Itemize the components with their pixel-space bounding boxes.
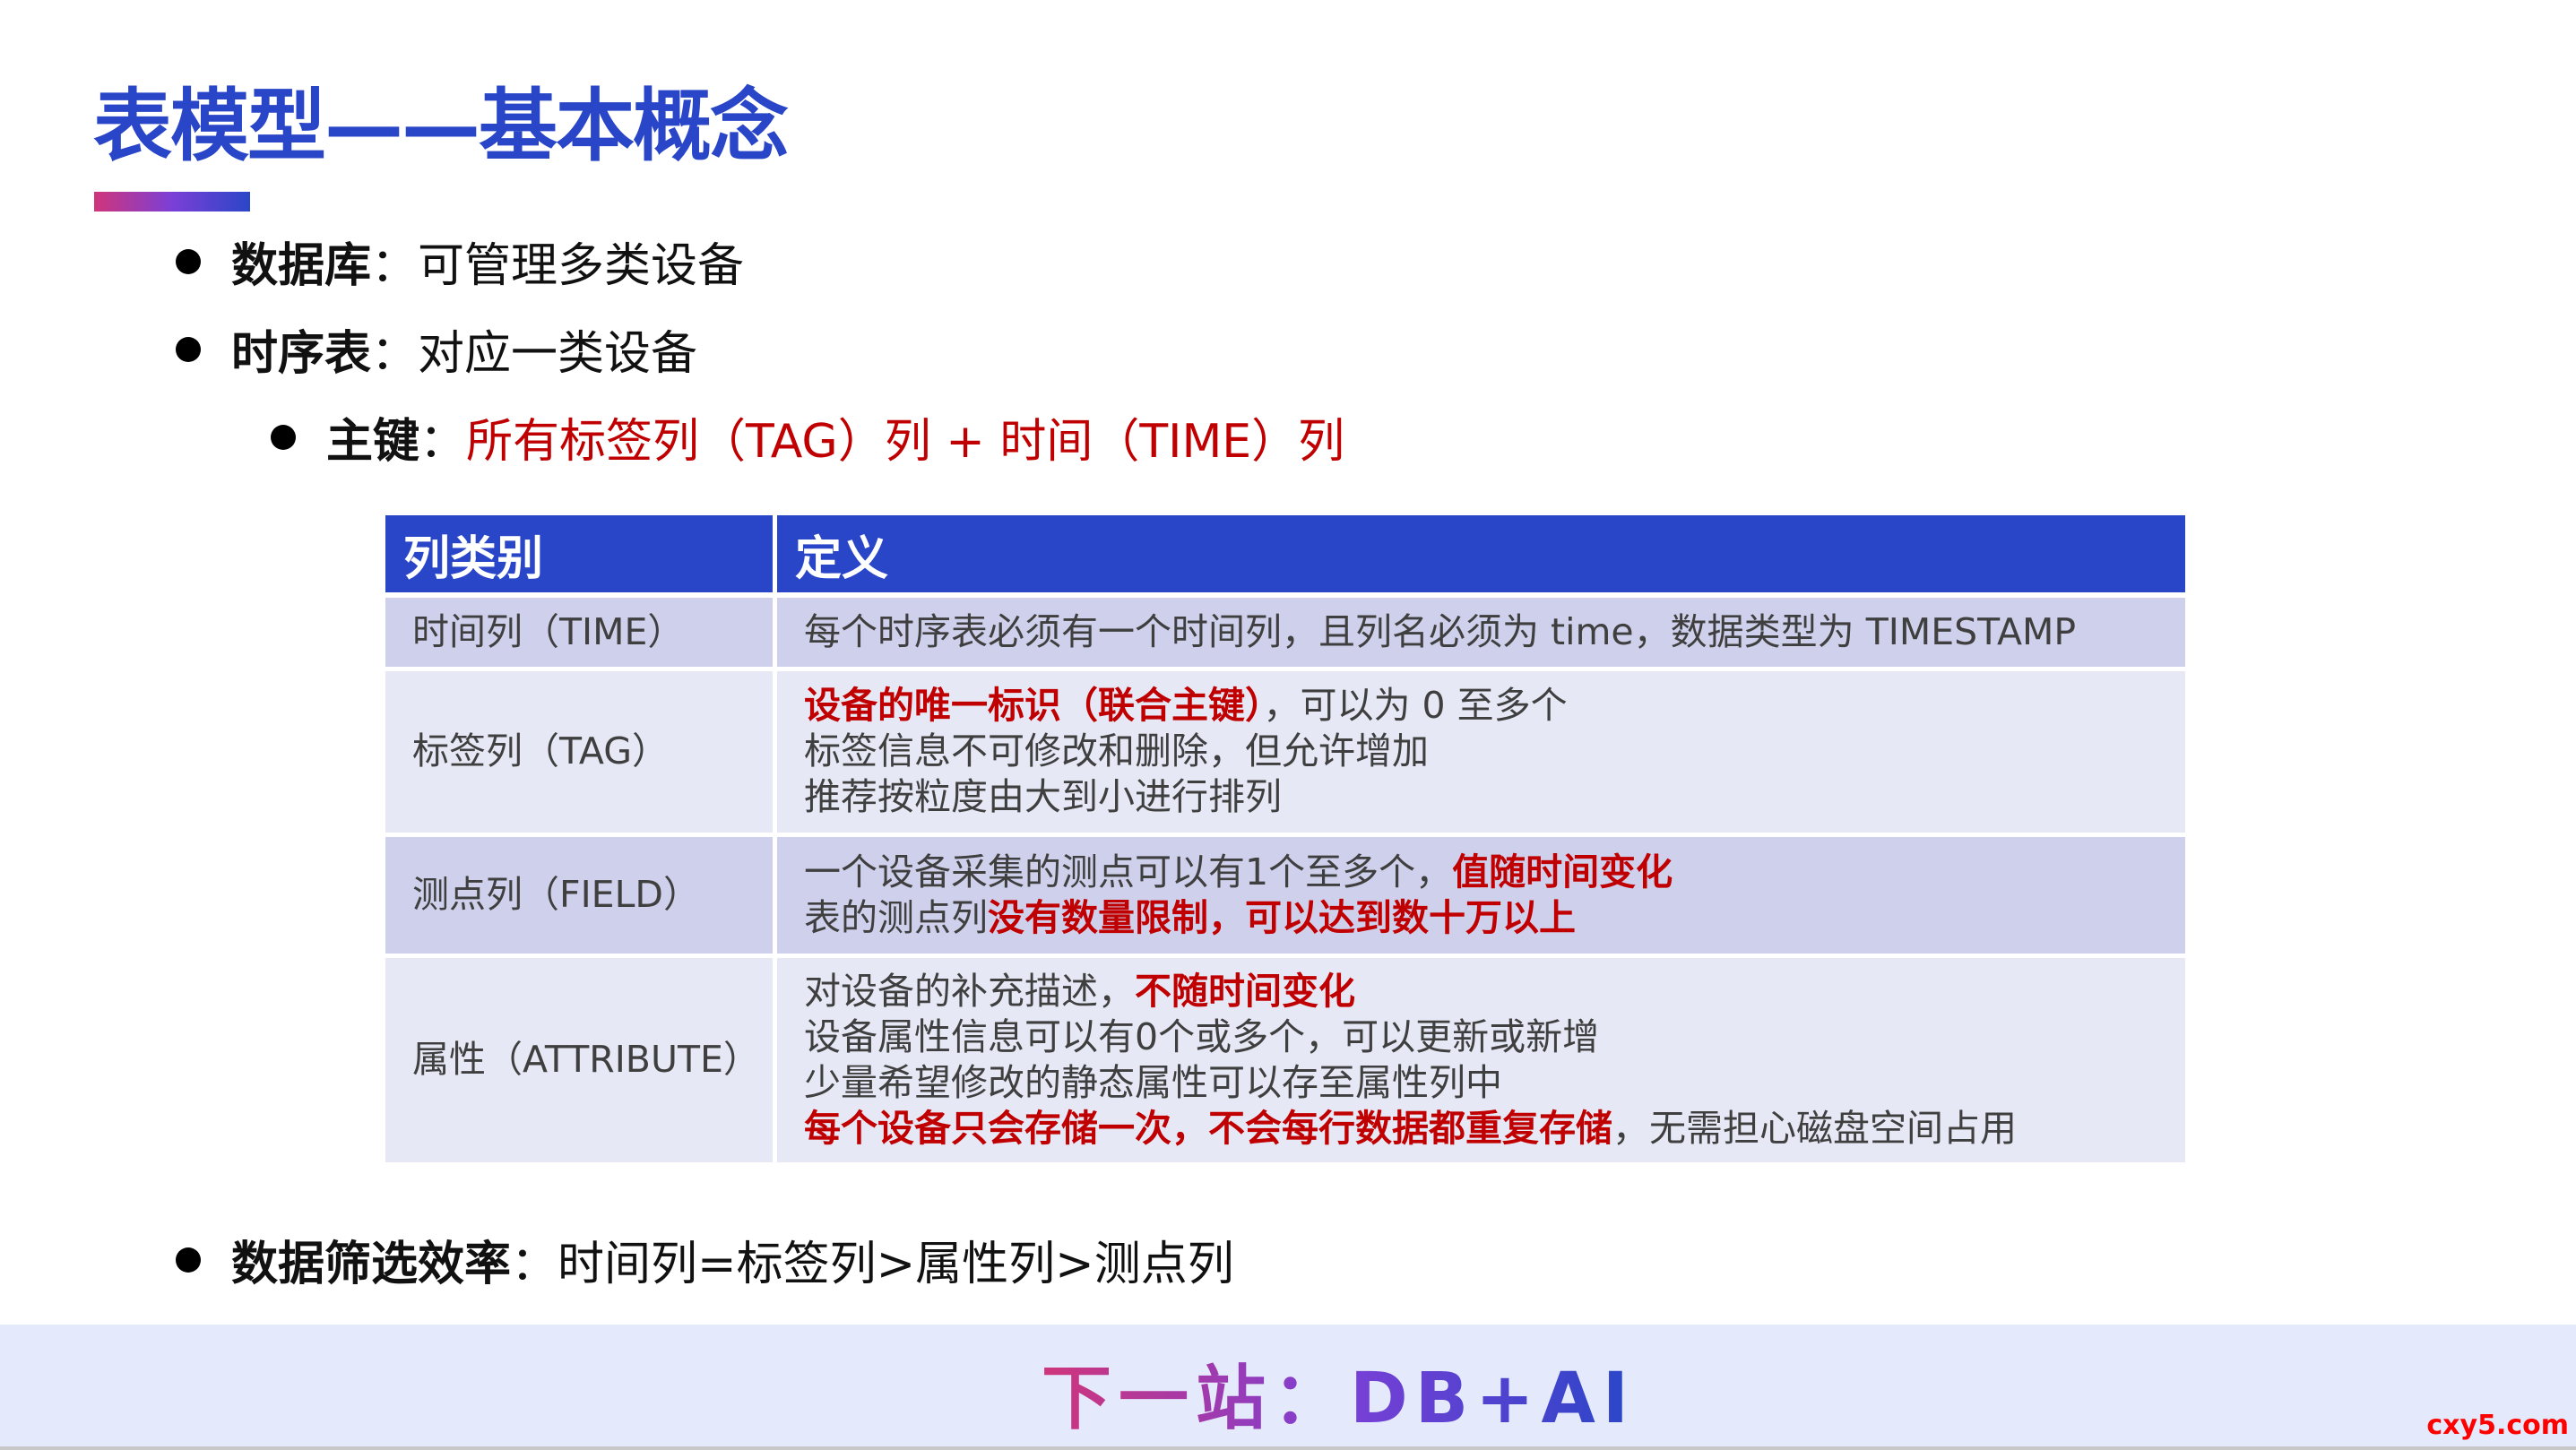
definition-line: 对设备的补充描述，不随时间变化 [804, 969, 2158, 1014]
definition-text: 一个设备采集的测点可以有1个至多个， [804, 850, 1453, 893]
bullet-label: 数据筛选效率 [231, 1238, 512, 1291]
footer-next-stop: 下一站：DB+AI [1042, 1342, 1636, 1443]
definition-line: 推荐按粒度由大到小进行排列 [804, 774, 2158, 820]
cell-category: 属性（ATTRIBUTE） [385, 955, 777, 1167]
definition-line: 一个设备采集的测点可以有1个至多个，值随时间变化 [804, 850, 2158, 895]
cell-definition: 每个时序表必须有一个时间列，且列名必须为 time，数据类型为 TIMESTAM… [774, 595, 2190, 671]
definition-line: 每个时序表必须有一个时间列，且列名必须为 time，数据类型为 TIMESTAM… [804, 609, 2158, 655]
bullet-primary-key: 主键 ： 所有标签列（TAG）列 + 时间（TIME）列 [271, 403, 1344, 470]
bullet-sep: ： [419, 415, 467, 469]
definition-text: ，无需担心磁盘空间占用 [1612, 1106, 2017, 1150]
definition-line: 每个设备只会存储一次，不会每行数据都重复存储，无需担心磁盘空间占用 [804, 1106, 2158, 1152]
definition-line: 设备属性信息可以有0个或多个，可以更新或新增 [804, 1014, 2158, 1060]
watermark: cxy5.com [2426, 1410, 2569, 1441]
emphasis-text: 没有数量限制，可以达到数十万以上 [988, 895, 1576, 939]
bullet-timeseries-table: 时序表 ：对应一类设备 [176, 315, 697, 383]
definition-text: 对设备的补充描述， [804, 969, 1135, 1013]
bullet-label: 数据库 [231, 239, 372, 293]
definition-line: 设备的唯一标识（联合主键），可以为 0 至多个 [804, 683, 2158, 729]
definition-text: 标签信息不可修改和删除，但允许增加 [804, 729, 1429, 772]
bullet-text: ：可管理多类设备 [371, 239, 745, 293]
column-types-table: 列类别 定义 时间列（TIME） 每个时序表必须有一个时间列，且列名必须为 tim… [385, 515, 2190, 1167]
emphasis-text: 值随时间变化 [1452, 850, 1673, 893]
page-title: 表模型——基本概念 [93, 80, 789, 172]
bullet-dot-icon [271, 424, 296, 450]
bullet-database: 数据库 ：可管理多类设备 [176, 228, 744, 295]
table-row: 属性（ATTRIBUTE） 对设备的补充描述，不随时间变化 设备属性信息可以有0个或… [385, 955, 2190, 1167]
table-row: 时间列（TIME） 每个时序表必须有一个时间列，且列名必须为 time，数据类型为… [385, 595, 2190, 671]
definition-text: 少量希望修改的静态属性可以存至属性列中 [804, 1060, 1502, 1104]
cell-definition: 对设备的补充描述，不随时间变化 设备属性信息可以有0个或多个，可以更新或新增 少量希… [774, 955, 2190, 1167]
emphasis-text: 每个设备只会存储一次，不会每行数据都重复存储 [804, 1106, 1612, 1150]
bullet-label: 时序表 [231, 327, 372, 381]
definition-text: 设备属性信息可以有0个或多个，可以更新或新增 [804, 1014, 1600, 1058]
definition-text: ，可以为 0 至多个 [1263, 684, 1568, 727]
bullet-text: ：对应一类设备 [371, 327, 698, 381]
bullet-dot-icon [176, 248, 201, 274]
title-underline-bar [94, 192, 250, 211]
header-category: 列类别 [385, 515, 777, 598]
definition-text: 表的测点列 [804, 895, 988, 939]
cell-category: 测点列（FIELD） [385, 834, 777, 958]
cell-definition: 设备的唯一标识（联合主键），可以为 0 至多个 标签信息不可修改和删除，但允许增加… [774, 669, 2190, 837]
header-definition: 定义 [774, 515, 2190, 598]
table-row: 标签列（TAG） 设备的唯一标识（联合主键），可以为 0 至多个 标签信息不可修改和… [385, 669, 2190, 837]
bullet-dot-icon [176, 336, 201, 362]
table-row: 测点列（FIELD） 一个设备采集的测点可以有1个至多个，值随时间变化 表的测点列没… [385, 834, 2190, 958]
definition-line: 表的测点列没有数量限制，可以达到数十万以上 [804, 895, 2158, 941]
emphasis-text: 设备的唯一标识（联合主键） [804, 684, 1264, 727]
emphasis-text: 不随时间变化 [1135, 969, 1355, 1013]
definition-line: 标签信息不可修改和删除，但允许增加 [804, 729, 2158, 774]
cell-category: 标签列（TAG） [385, 669, 777, 837]
bullet-label: 主键 [326, 415, 420, 469]
bullet-text: 所有标签列（TAG）列 + 时间（TIME）列 [466, 415, 1345, 469]
cell-definition: 一个设备采集的测点可以有1个至多个，值随时间变化 表的测点列没有数量限制，可以达到… [774, 834, 2190, 958]
bullet-dot-icon [176, 1247, 201, 1273]
definition-line: 少量希望修改的静态属性可以存至属性列中 [804, 1060, 2158, 1106]
bullet-text: ：时间列=标签列>属性列>测点列 [511, 1238, 1234, 1291]
bullet-filter-efficiency: 数据筛选效率 ：时间列=标签列>属性列>测点列 [176, 1226, 1234, 1293]
definition-text: 每个时序表必须有一个时间列，且列名必须为 time，数据类型为 TIMESTAM… [804, 609, 2077, 653]
definition-text: 推荐按粒度由大到小进行排列 [804, 775, 1282, 818]
footer-banner: 下一站：DB+AI cxy5.com [0, 1325, 2576, 1450]
cell-category: 时间列（TIME） [385, 595, 777, 671]
